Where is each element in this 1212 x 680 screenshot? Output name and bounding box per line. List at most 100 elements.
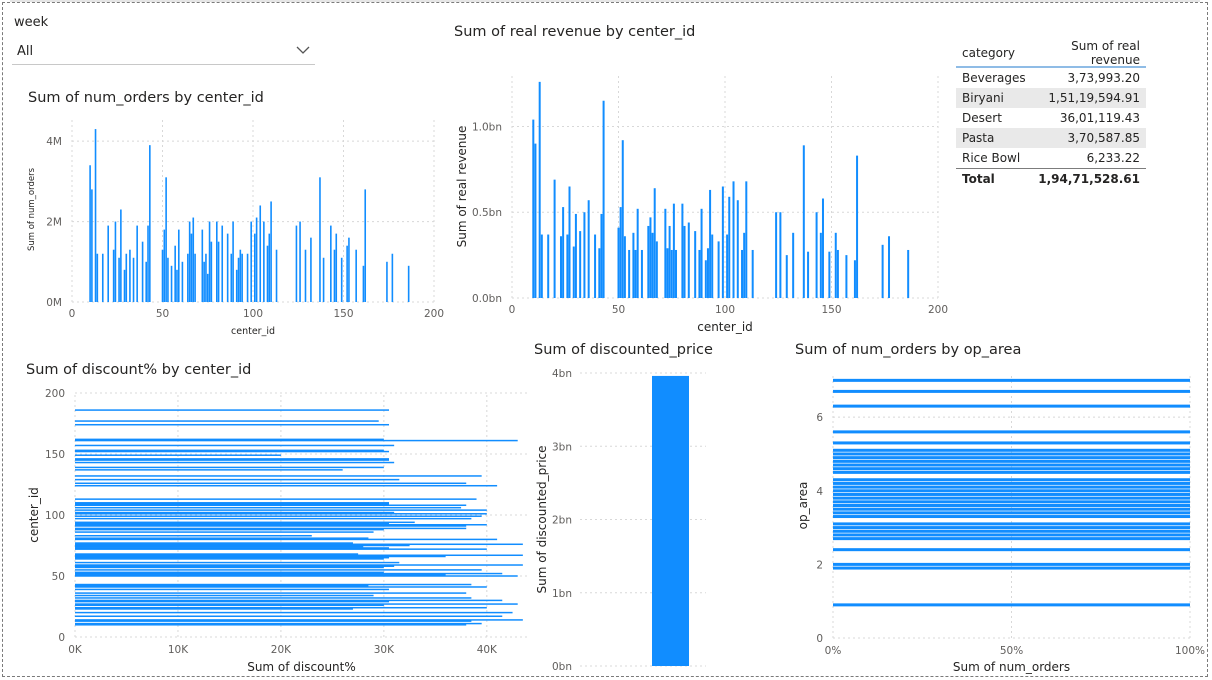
bar: [845, 255, 848, 298]
revenue-chart-title: Sum of real revenue by center_id: [454, 24, 696, 40]
bar: [340, 257, 343, 302]
bar: [192, 217, 195, 302]
bar: [310, 237, 312, 302]
bar: [562, 207, 565, 298]
bar: [579, 231, 582, 298]
bar: [75, 555, 446, 558]
bar: [391, 253, 394, 302]
bar: [75, 566, 384, 569]
y-axis-label: op_area: [796, 482, 810, 530]
bar: [75, 475, 482, 477]
bar: [275, 249, 278, 302]
bar: [266, 245, 269, 302]
bar: [270, 201, 272, 302]
bar: [75, 524, 487, 526]
table-header-row: category Sum of real revenue: [956, 39, 1146, 68]
bar: [75, 522, 390, 525]
bar: [75, 603, 518, 605]
discounted-price-chart[interactable]: 0bn 1bn 2bn 3bn 4bn Sum of discounted_price: [530, 362, 710, 677]
table-row[interactable]: Biryani 1,51,19,594.91: [956, 88, 1146, 108]
bar: [833, 537, 1190, 541]
x-tick-label: 150: [821, 304, 841, 316]
table-header-revenue[interactable]: Sum of real revenue: [1071, 39, 1140, 67]
y-tick-label: 200: [45, 388, 65, 400]
week-slicer-dropdown[interactable]: All: [12, 38, 315, 65]
bar: [75, 553, 359, 555]
bar: [112, 249, 115, 302]
bar: [532, 119, 535, 298]
bar: [833, 463, 1190, 467]
bar: [75, 620, 472, 622]
bar: [655, 241, 658, 298]
x-axis-label: center_id: [231, 326, 275, 337]
bar: [732, 181, 735, 298]
bar: [181, 261, 184, 302]
bar: [694, 231, 697, 298]
table-header-category[interactable]: category: [962, 46, 1016, 60]
table-total-row: Total 1,94,71,528.61: [956, 168, 1146, 189]
bar: [566, 234, 569, 298]
bar: [728, 196, 731, 298]
bar: [687, 222, 690, 298]
bar: [129, 249, 131, 302]
orders-chart[interactable]: 0M 2M 4M 0 50 100 150 200 center_id Sum of num_or…: [20, 112, 450, 342]
bar: [75, 542, 353, 544]
bar: [268, 233, 271, 302]
bar: [75, 599, 503, 602]
bar: [75, 420, 379, 422]
table-row[interactable]: Beverages 3,73,993.20: [956, 68, 1146, 88]
bar: [75, 438, 384, 441]
x-tick-label: 0K: [68, 644, 83, 656]
discount-chart[interactable]: 0K 10K 20K 30K 40K 0 50 100 150 200 Sum of discoun…: [20, 380, 535, 677]
table-row[interactable]: Desert 36,01,119.43: [956, 108, 1146, 128]
bar: [833, 489, 1190, 493]
bar: [330, 225, 332, 302]
bar: [833, 378, 1190, 382]
op-area-chart[interactable]: 0% 50% 100% 0 2 4 6 Sum of num_orders op_area: [793, 362, 1205, 677]
bar: [75, 565, 395, 567]
bar: [745, 181, 748, 298]
bar: [75, 554, 523, 557]
revenue-chart[interactable]: 0.0bn 0.5bn 1.0bn 0 50 100 150 200 center_id Sum …: [450, 55, 950, 340]
bar: [75, 571, 384, 574]
bar: [208, 221, 211, 302]
bar: [188, 221, 191, 302]
bar: [75, 528, 384, 531]
table-row[interactable]: Pasta 3,70,587.85: [956, 128, 1146, 148]
bar: [75, 538, 498, 541]
bar: [75, 543, 523, 546]
bar: [75, 484, 498, 487]
y-tick-label: 1bn: [552, 588, 572, 600]
bar: [75, 537, 369, 539]
bar: [75, 619, 523, 621]
bar: [594, 234, 597, 298]
bar: [75, 556, 390, 559]
bar: [75, 561, 400, 564]
bar: [75, 597, 472, 599]
table-row[interactable]: Rice Bowl 6,233.22: [956, 148, 1146, 168]
x-tick-label: 50%: [1000, 645, 1023, 657]
bar: [587, 200, 590, 298]
bar: [833, 529, 1190, 533]
bar: [75, 513, 487, 515]
bar: [221, 225, 224, 302]
bar: [386, 261, 388, 302]
x-axis-label: Sum of num_orders: [953, 660, 1070, 674]
bar: [333, 249, 336, 302]
y-tick-label: 100: [45, 510, 65, 522]
bar: [833, 562, 1190, 566]
bar: [833, 522, 1190, 526]
bar: [683, 225, 686, 298]
bar: [75, 498, 477, 500]
bar: [540, 234, 543, 298]
table-cell: 1,51,19,594.91: [1048, 91, 1140, 105]
bar: [149, 145, 151, 302]
revenue-by-category-table[interactable]: category Sum of real revenue Beverages 3…: [956, 39, 1146, 189]
bar: [322, 257, 325, 302]
x-tick-label: 150: [333, 308, 353, 320]
x-tick-label: 100: [715, 304, 735, 316]
bar: [75, 409, 390, 411]
bar: [881, 244, 884, 298]
bar: [664, 208, 667, 298]
bar: [833, 459, 1190, 463]
